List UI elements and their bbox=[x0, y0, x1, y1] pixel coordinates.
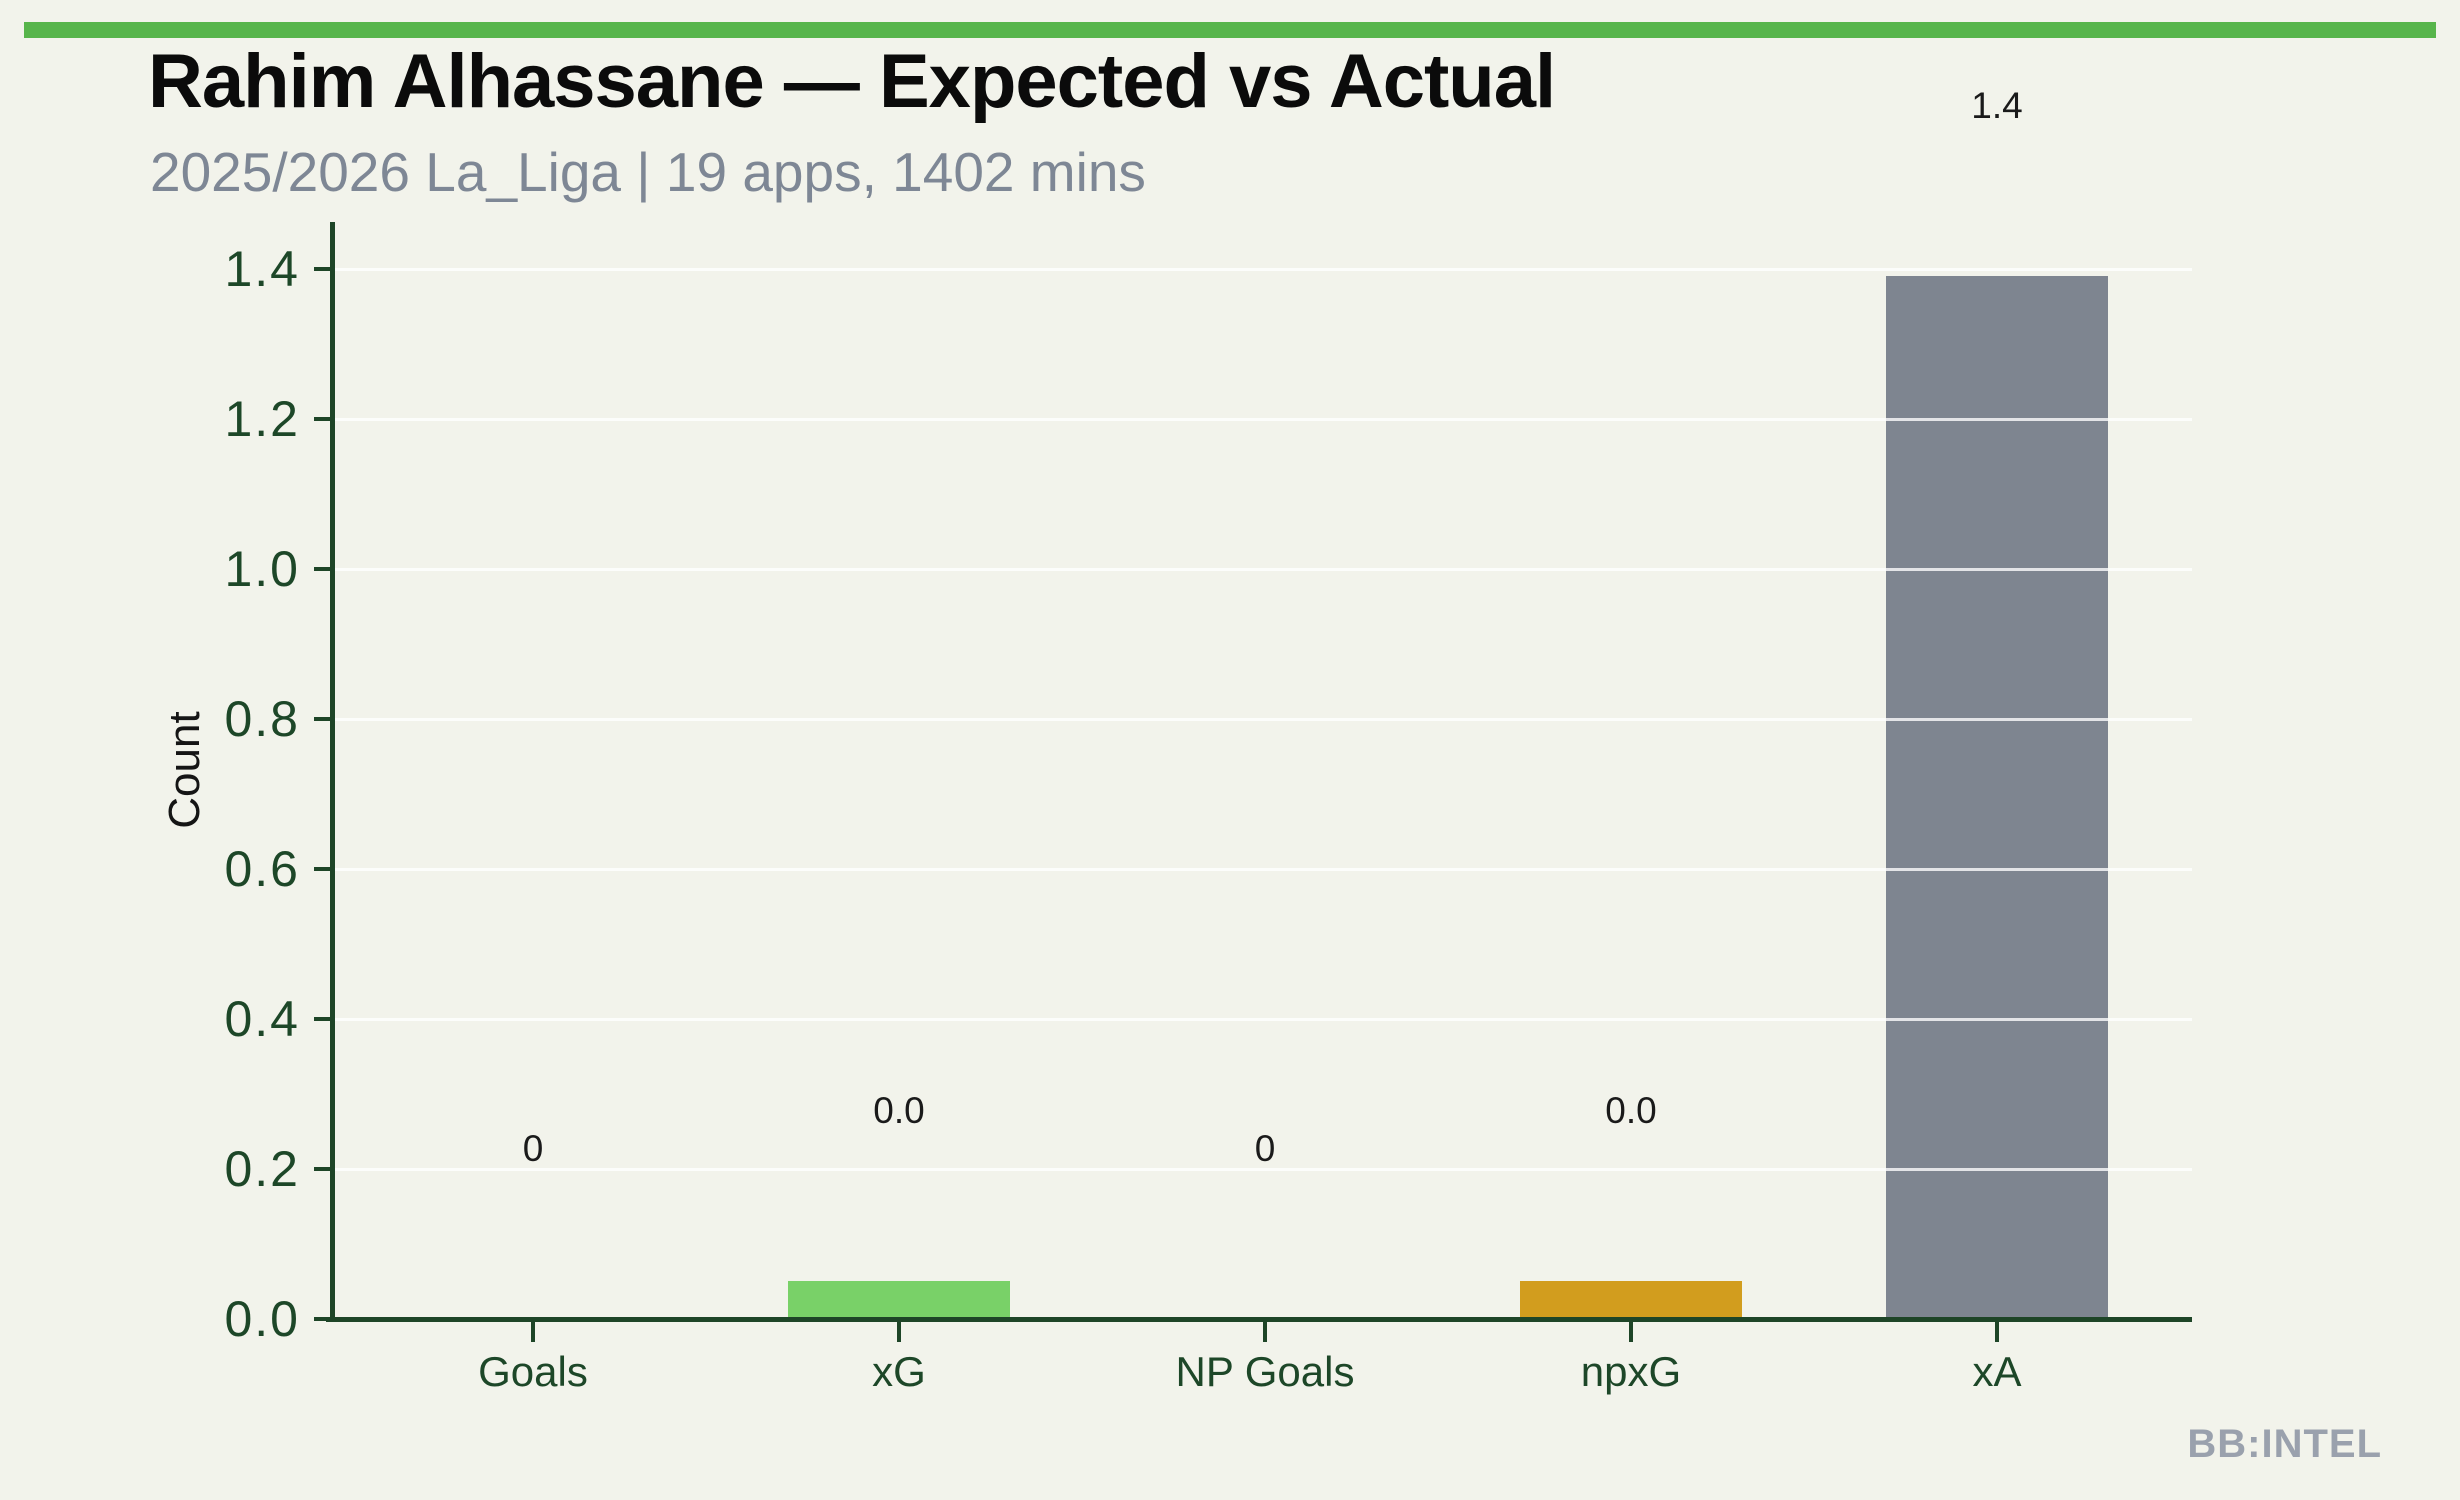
x-tick-mark bbox=[1995, 1322, 1999, 1342]
x-axis-line bbox=[326, 1317, 2192, 1322]
y-tick-label: 1.2 bbox=[224, 391, 300, 447]
x-tick-label: npxG bbox=[1580, 1348, 1682, 1395]
y-tick-label: 0.2 bbox=[224, 1141, 300, 1197]
gridline bbox=[330, 868, 2192, 871]
bar-value-label: 0.0 bbox=[1605, 1090, 1657, 1131]
gridline bbox=[330, 1168, 2192, 1171]
gridline bbox=[330, 268, 2192, 271]
bar-value-label: 0.0 bbox=[873, 1090, 925, 1131]
y-tick-mark bbox=[314, 1167, 330, 1171]
x-tick-label: xA bbox=[1972, 1348, 2022, 1395]
y-tick-mark bbox=[314, 417, 330, 421]
x-tick-label: NP Goals bbox=[1175, 1348, 1355, 1395]
x-tick-mark bbox=[531, 1322, 535, 1342]
gridline bbox=[330, 418, 2192, 421]
y-tick-label: 0.0 bbox=[224, 1291, 300, 1347]
gridline bbox=[330, 568, 2192, 571]
x-tick-label: xG bbox=[872, 1348, 926, 1395]
bar-xg bbox=[788, 1281, 1010, 1319]
y-tick-label: 0.8 bbox=[224, 691, 300, 747]
chart-subtitle: 2025/2026 La_Liga | 19 apps, 1402 mins bbox=[150, 141, 1146, 203]
chart-title: Rahim Alhassane — Expected vs Actual bbox=[148, 39, 1556, 124]
y-tick-mark bbox=[314, 867, 330, 871]
x-tick-mark bbox=[1263, 1322, 1267, 1342]
y-axis-line bbox=[330, 222, 335, 1322]
y-tick-mark bbox=[314, 717, 330, 721]
bar-npxg bbox=[1520, 1281, 1742, 1319]
bar-xa bbox=[1886, 276, 2108, 1319]
y-tick-mark bbox=[314, 1317, 330, 1321]
x-tick-mark bbox=[897, 1322, 901, 1342]
y-tick-mark bbox=[314, 267, 330, 271]
bar-value-label: 0 bbox=[1254, 1128, 1276, 1169]
gridline bbox=[330, 1018, 2192, 1021]
y-tick-label: 1.0 bbox=[224, 541, 300, 597]
y-tick-mark bbox=[314, 1017, 330, 1021]
brand-watermark: BB:INTEL bbox=[2187, 1422, 2382, 1466]
x-tick-mark bbox=[1629, 1322, 1633, 1342]
y-tick-label: 0.4 bbox=[224, 991, 300, 1047]
gridline bbox=[330, 718, 2192, 721]
bar-value-label: 0 bbox=[522, 1128, 544, 1169]
x-tick-label: Goals bbox=[478, 1348, 588, 1395]
y-tick-label: 0.6 bbox=[224, 841, 300, 897]
bar-value-label: 1.4 bbox=[1971, 85, 2023, 126]
y-tick-label: 1.4 bbox=[224, 241, 300, 297]
accent-bar bbox=[24, 22, 2436, 38]
y-tick-mark bbox=[314, 567, 330, 571]
